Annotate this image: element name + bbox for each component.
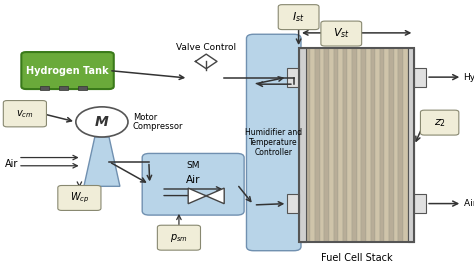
FancyBboxPatch shape [420, 110, 459, 135]
Bar [408, 48, 414, 242]
Text: Hydrogen: Hydrogen [464, 73, 474, 82]
Text: $I_{st}$: $I_{st}$ [292, 10, 305, 24]
Bar [287, 68, 299, 87]
Bar [287, 194, 299, 213]
Bar [414, 194, 426, 213]
Bar [414, 68, 426, 87]
Polygon shape [206, 188, 224, 204]
Bar [78, 86, 87, 90]
Polygon shape [188, 188, 206, 204]
Text: $z_2$: $z_2$ [434, 117, 446, 129]
Text: Air & Water: Air & Water [464, 199, 474, 208]
Bar [398, 48, 403, 242]
Text: $W_{cp}$: $W_{cp}$ [70, 191, 89, 205]
Bar [59, 86, 68, 90]
Bar [356, 48, 361, 242]
Text: Hydrogen Tank: Hydrogen Tank [26, 65, 109, 76]
Bar [343, 48, 347, 242]
Bar [40, 86, 49, 90]
Bar [338, 48, 343, 242]
Text: Motor: Motor [133, 113, 157, 122]
FancyBboxPatch shape [246, 34, 301, 251]
Text: Air: Air [186, 175, 201, 185]
Bar [384, 48, 389, 242]
Bar [375, 48, 380, 242]
Bar [334, 48, 338, 242]
Text: Valve Control: Valve Control [176, 43, 236, 52]
FancyBboxPatch shape [157, 225, 201, 250]
Polygon shape [84, 137, 120, 186]
Bar [310, 48, 315, 242]
Bar [315, 48, 319, 242]
Bar [366, 48, 371, 242]
Text: Humidifier and
Temperature
Controller: Humidifier and Temperature Controller [245, 128, 302, 157]
Text: Fuel Cell Stack: Fuel Cell Stack [321, 253, 392, 263]
Bar [380, 48, 384, 242]
Text: $v_{cm}$: $v_{cm}$ [16, 108, 34, 120]
Bar [361, 48, 366, 242]
Bar [329, 48, 334, 242]
FancyBboxPatch shape [3, 101, 46, 127]
Bar [352, 48, 356, 242]
Text: $V_{st}$: $V_{st}$ [333, 27, 350, 41]
Bar [299, 48, 414, 242]
Text: SM: SM [186, 161, 200, 170]
FancyBboxPatch shape [278, 5, 319, 30]
Bar [319, 48, 324, 242]
Bar [371, 48, 375, 242]
Text: Air: Air [5, 159, 18, 169]
Bar [389, 48, 394, 242]
Bar [324, 48, 329, 242]
Circle shape [76, 107, 128, 137]
Text: Compressor: Compressor [133, 122, 183, 130]
FancyBboxPatch shape [321, 21, 362, 46]
Text: $p_{sm}$: $p_{sm}$ [170, 232, 188, 244]
FancyBboxPatch shape [21, 52, 114, 89]
Bar [299, 48, 306, 242]
Bar [306, 48, 310, 242]
Bar [394, 48, 398, 242]
FancyBboxPatch shape [142, 153, 244, 215]
FancyBboxPatch shape [58, 185, 101, 210]
Text: M: M [95, 115, 109, 129]
Bar [403, 48, 408, 242]
Bar [347, 48, 352, 242]
